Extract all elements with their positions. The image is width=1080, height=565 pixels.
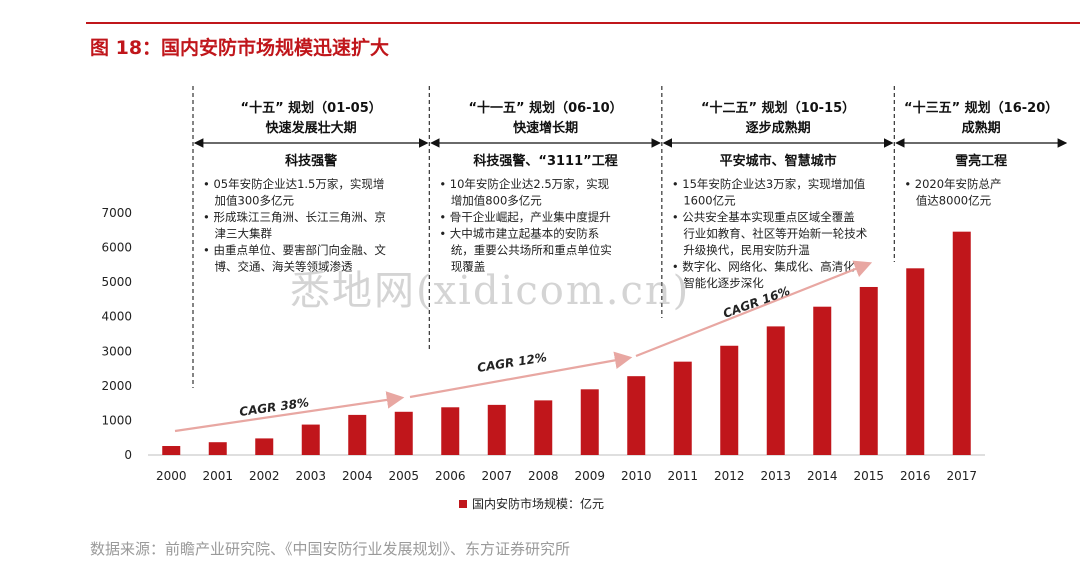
phase-title: “十五” 规划（01-05） — [241, 100, 382, 116]
x-tick-label: 2015 — [853, 469, 884, 483]
bar — [952, 231, 971, 455]
phase-subtitle: 快速发展壮大期 — [266, 120, 357, 136]
phase-note-line: • 05年安防企业达1.5万家，实现增 — [203, 177, 384, 191]
phase-note-line: 增加值800多亿元 — [439, 194, 542, 208]
bar — [348, 414, 367, 455]
bar — [394, 411, 413, 455]
cagr-label: CAGR 12% — [476, 350, 547, 375]
x-tick-label: 2000 — [156, 469, 187, 483]
phase-note-line: • 形成珠江三角洲、长江三角洲、京 — [203, 210, 386, 224]
phase-note-line: • 由重点单位、要害部门向金融、文 — [203, 243, 386, 257]
legend-swatch — [459, 500, 467, 508]
bar — [301, 424, 320, 455]
phase-theme: 科技强警、“3111”工程 — [473, 153, 617, 169]
phase-note-line: 统，重要公共场所和重点单位实 — [439, 243, 612, 257]
x-tick-label: 2008 — [528, 469, 559, 483]
data-source: 数据来源：前瞻产业研究院、《中国安防行业发展规划》、东方证券研究所 — [90, 540, 571, 558]
bar — [534, 400, 553, 455]
phase-note-line: • 数字化、网络化、集成化、高清化 — [672, 260, 855, 274]
phase-note-line: 加值300多亿元 — [203, 194, 294, 208]
bar — [627, 376, 646, 455]
phase-note-line: 值达8000亿元 — [904, 194, 991, 208]
y-tick-label: 6000 — [101, 241, 132, 255]
bar — [255, 438, 274, 455]
x-tick-label: 2005 — [388, 469, 419, 483]
phase-note-line: • 10年安防企业达2.5万家，实现 — [439, 177, 609, 191]
phase-note-line: 升级换代，民用安防升温 — [672, 243, 810, 257]
bar — [906, 268, 925, 455]
phase-title: “十三五” 规划（16-20） — [904, 100, 1058, 116]
phase-note-line: • 大中城市建立起基本的安防系 — [439, 227, 599, 241]
figure-title: 图 18：国内安防市场规模迅速扩大 — [90, 37, 390, 59]
phase-note-line: • 2020年安防总产 — [904, 177, 1001, 191]
phase-note-line: 1600亿元 — [672, 194, 736, 208]
top-rule — [86, 22, 1080, 24]
phase-subtitle: 成熟期 — [962, 120, 1001, 136]
x-tick-label: 2017 — [946, 469, 977, 483]
bar — [720, 345, 739, 455]
bar — [487, 404, 506, 455]
x-tick-label: 2006 — [435, 469, 466, 483]
bar — [580, 389, 599, 455]
x-tick-label: 2016 — [900, 469, 931, 483]
phase-note-line: 行业如教育、社区等开始新一轮技术 — [672, 227, 868, 241]
phase-theme: 雪亮工程 — [955, 153, 1007, 169]
x-tick-label: 2013 — [760, 469, 791, 483]
x-tick-label: 2002 — [249, 469, 280, 483]
phase-title: “十一五” 规划（06-10） — [468, 100, 622, 116]
bar — [673, 361, 692, 455]
phase-note-line: 智能化逐步深化 — [672, 276, 764, 290]
x-tick-label: 2003 — [295, 469, 326, 483]
phase-subtitle: 逐步成熟期 — [746, 120, 811, 136]
cagr-arrow — [409, 351, 633, 399]
x-tick-label: 2012 — [714, 469, 745, 483]
watermark: 悉地网(xidicom.cn) — [290, 268, 691, 314]
bar — [208, 442, 227, 455]
x-tick-label: 2004 — [342, 469, 373, 483]
phase-title: “十二五” 规划（10-15） — [701, 100, 855, 116]
y-tick-label: 4000 — [101, 310, 132, 324]
x-tick-label: 2011 — [667, 469, 698, 483]
x-tick-label: 2014 — [807, 469, 838, 483]
y-tick-label: 2000 — [101, 379, 132, 393]
y-tick-label: 5000 — [101, 275, 132, 289]
phase-note-line: 津三大集群 — [203, 227, 272, 241]
bar — [441, 407, 460, 455]
x-tick-label: 2001 — [202, 469, 233, 483]
phase-note-line: 现覆盖 — [439, 260, 485, 274]
phase-theme: 科技强警 — [285, 153, 337, 169]
y-tick-label: 7000 — [101, 206, 132, 220]
bar — [162, 446, 181, 455]
x-tick-label: 2009 — [574, 469, 605, 483]
phase-note-line: • 骨干企业崛起，产业集中度提升 — [439, 210, 610, 224]
phase-subtitle: 快速增长期 — [513, 120, 578, 136]
legend-label: 国内安防市场规模：亿元 — [472, 496, 604, 511]
y-tick-label: 0 — [124, 448, 132, 462]
cagr-arrow — [174, 391, 405, 433]
cagr-arrow — [635, 260, 873, 358]
bar — [813, 306, 832, 455]
bar — [766, 326, 785, 455]
phase-note-line: 博、交通、海关等领域渗透 — [203, 260, 353, 274]
phase-note-line: • 公共安全基本实现重点区域全覆盖 — [672, 210, 855, 224]
x-tick-label: 2010 — [621, 469, 652, 483]
y-tick-label: 1000 — [101, 413, 132, 427]
phase-note-line: • 15年安防企业达3万家，实现增加值 — [672, 177, 866, 191]
bar — [859, 286, 878, 455]
phase-theme: 平安城市、智慧城市 — [720, 153, 837, 169]
y-tick-label: 3000 — [101, 344, 132, 358]
x-tick-label: 2007 — [481, 469, 512, 483]
